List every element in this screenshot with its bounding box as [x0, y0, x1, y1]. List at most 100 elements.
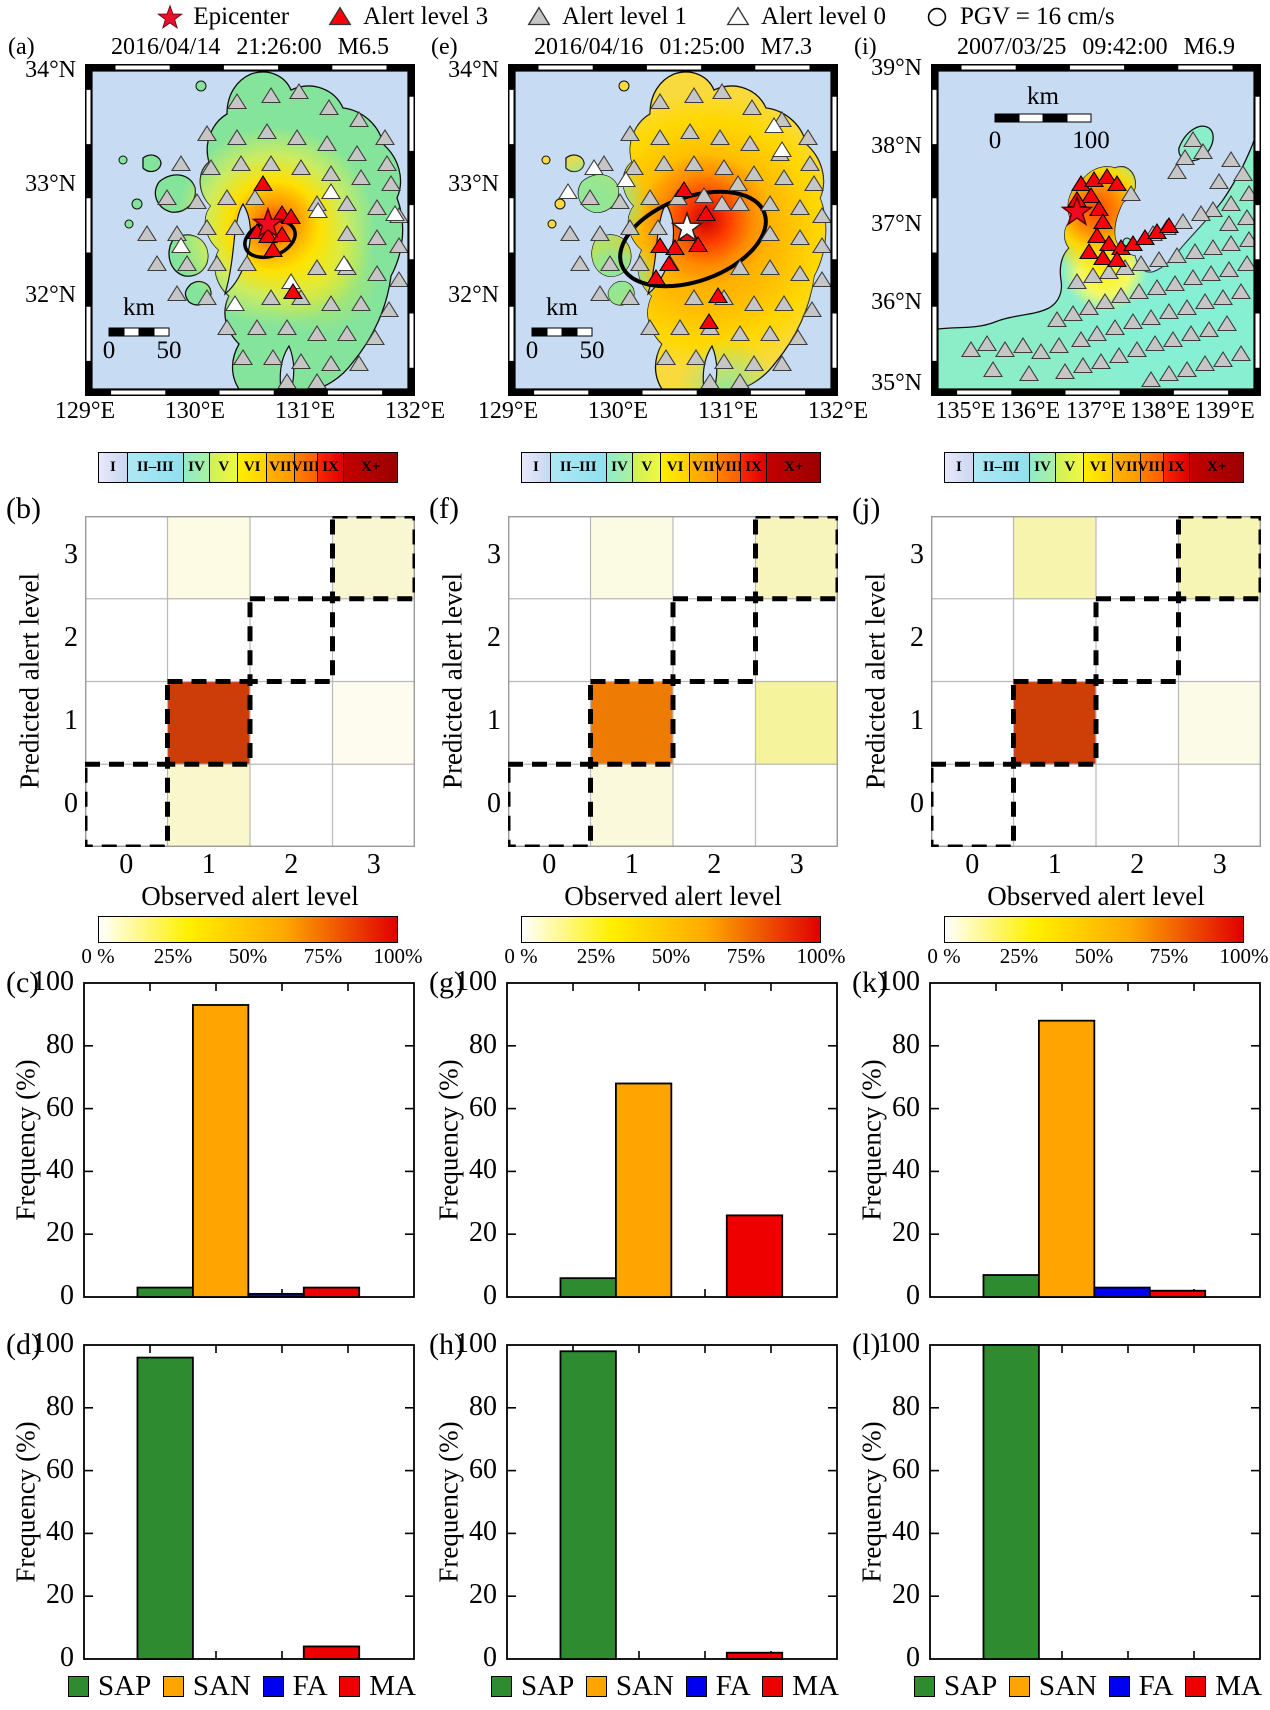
- matrix-ytick-label: 1: [64, 704, 78, 736]
- station-alert1-triangle: [1147, 278, 1167, 296]
- lon-tick-label: 130°E: [587, 398, 649, 424]
- bar-ytick-label: 80: [892, 1390, 920, 1422]
- lat-tick-label: 39°N: [871, 54, 922, 81]
- station-alert1-triangle: [307, 258, 327, 276]
- percent-tick-label: 75%: [1149, 944, 1189, 968]
- station-alert1-triangle: [367, 228, 387, 246]
- scale-bar-segment: [1066, 113, 1092, 123]
- station-alert0-triangle: [308, 201, 328, 219]
- bar-ytick-label: 80: [469, 1390, 497, 1422]
- lat-tick-label: 35°N: [871, 370, 922, 397]
- station-alert1-triangle: [289, 82, 309, 100]
- percent-tick-label: 100%: [373, 944, 423, 968]
- station-alert1-triangle: [291, 158, 311, 176]
- bar-legend-label: SAN: [1038, 1670, 1097, 1702]
- station-alert1-triangle: [1193, 142, 1213, 160]
- islet: [541, 155, 551, 165]
- legend-color-swatch: [585, 1676, 607, 1697]
- circle-glyph: [927, 7, 947, 27]
- scale-end-label: 50: [157, 337, 182, 364]
- triangle-glyph: [527, 6, 551, 26]
- station-alert1-triangle: [570, 254, 590, 272]
- bar-chart-d: [82, 1342, 416, 1662]
- matrix-y-axis-label: Predicted alert level: [437, 573, 468, 789]
- intensity-segment: VI: [238, 453, 268, 482]
- station-alert1-triangle: [225, 218, 245, 236]
- panel-letter: (i): [854, 34, 877, 60]
- bar-ytick-label: 60: [46, 1091, 74, 1123]
- lon-tick-label: 130°E: [164, 398, 226, 424]
- station-alert1-triangle: [1049, 336, 1069, 354]
- lon-tick-label: 129°E: [54, 398, 116, 424]
- intensity-segment-label: X+: [1206, 459, 1227, 475]
- station-alert3-triangle: [253, 174, 273, 192]
- bar-legend-item: SAN: [162, 1670, 251, 1703]
- legend-item: PGV = 16 cm/s: [922, 2, 1115, 32]
- map-panel-i: km 0 100: [930, 64, 1262, 397]
- station-alert1-triangle: [1129, 282, 1149, 300]
- station-alert1-triangle: [744, 354, 764, 372]
- station-alert1-triangle: [321, 164, 341, 182]
- stations: [137, 82, 409, 390]
- legend-item: Epicenter: [155, 2, 289, 32]
- station-alert1-triangle: [261, 288, 281, 306]
- station-alert3-triangle: [1087, 226, 1107, 244]
- intensity-segment-label: I: [533, 459, 539, 475]
- station-alert3-triangle: [708, 286, 728, 304]
- station-alert1-triangle: [714, 352, 734, 370]
- station-alert1-triangle: [171, 154, 191, 172]
- station-alert1-triangle: [977, 334, 997, 352]
- percent-colorbar: [944, 916, 1244, 943]
- stations: [558, 82, 832, 390]
- map-title: 2016/04/16 01:25:00 M7.3: [533, 34, 812, 60]
- confusion-matrix-b: [82, 513, 418, 850]
- station-alert1-triangle: [1201, 264, 1221, 282]
- station-alert1-triangle: [1079, 298, 1099, 316]
- panel-letter: (l): [852, 1328, 881, 1361]
- bar-ytick-label: 80: [46, 1390, 74, 1422]
- station-alert1-triangle: [560, 224, 580, 242]
- station-alert1-triangle: [261, 154, 281, 172]
- scale-start-label: 0: [526, 337, 539, 364]
- scale-bar-segment: [531, 327, 548, 337]
- intensity-segment-label: II–III: [559, 459, 597, 475]
- intensity-segment: IX: [740, 453, 768, 482]
- station-alert1-triangle: [1213, 288, 1233, 306]
- bar-legend-label: SAP: [98, 1670, 152, 1702]
- bar-ytick-label: 40: [469, 1154, 497, 1186]
- bar-chart-l: [928, 1342, 1262, 1662]
- intensity-segment-label: IV: [188, 459, 205, 475]
- station-alert3-triangle: [696, 204, 716, 222]
- matrix-border: [930, 515, 1262, 848]
- station-alert3-triangle: [688, 235, 708, 253]
- percent-tick-label: 0 %: [81, 944, 115, 968]
- station-alert1-triangle: [1191, 204, 1211, 222]
- station-alert1-triangle: [157, 188, 177, 206]
- panel-letter: (d): [6, 1328, 41, 1361]
- panel-letter: (a): [8, 34, 35, 60]
- station-alert1-triangle: [1219, 214, 1239, 232]
- station-alert1-triangle: [1213, 350, 1233, 368]
- bar-ytick-label: 20: [892, 1217, 920, 1249]
- station-alert1-triangle: [680, 122, 700, 140]
- station-alert1-triangle: [1095, 292, 1115, 310]
- station-alert1-triangle: [1199, 320, 1219, 338]
- station-alert3-triangle: [281, 207, 301, 225]
- station-alert1-triangle: [337, 324, 357, 342]
- percent-tick-label: 100%: [796, 944, 846, 968]
- station-alert1-triangle: [1181, 324, 1201, 342]
- station-alert0-triangle: [764, 116, 784, 134]
- percent-tick-label: 25%: [153, 944, 193, 968]
- intensity-segment: VI: [661, 453, 691, 482]
- bar-ytick-label: 80: [46, 1028, 74, 1060]
- diagonal-dashed-box: [588, 679, 676, 767]
- matrix-cell: [755, 681, 838, 765]
- station-alert1-triangle: [1163, 330, 1183, 348]
- station-alert1-triangle: [1167, 246, 1187, 264]
- station-alert1-triangle: [744, 294, 764, 312]
- landmass: [142, 154, 162, 173]
- scale-unit-label: km: [123, 294, 156, 321]
- bar-y-axis-label: Frequency (%): [856, 1421, 887, 1583]
- station-alert1-triangle: [1219, 260, 1239, 278]
- percent-tick-label: 75%: [303, 944, 343, 968]
